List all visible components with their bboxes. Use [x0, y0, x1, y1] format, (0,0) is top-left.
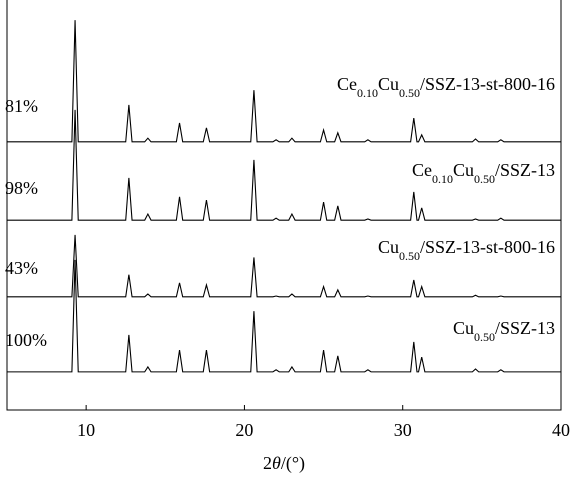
legend-label: Cu0.50/SSZ-13 — [453, 318, 555, 344]
percent-label: 81% — [5, 96, 38, 116]
legend-label: Ce0.10Cu0.50/SSZ-13 — [412, 160, 555, 186]
legend-label: Cu0.50/SSZ-13-st-800-16 — [378, 237, 555, 263]
percent-label: 98% — [5, 178, 38, 198]
legend-label: Ce0.10Cu0.50/SSZ-13-st-800-16 — [337, 74, 555, 100]
pattern-line — [7, 109, 561, 221]
x-tick-label: 40 — [552, 420, 570, 440]
pattern-line — [7, 234, 561, 298]
percent-label: 100% — [5, 330, 47, 350]
x-tick-label: 10 — [77, 420, 95, 440]
percent-label: 43% — [5, 258, 38, 278]
x-axis-label: 2θ/(°) — [263, 453, 305, 474]
x-tick-label: 20 — [235, 420, 253, 440]
pattern-line — [7, 20, 561, 143]
pattern-line — [7, 259, 561, 373]
axis-frame — [6, 0, 562, 411]
x-tick-label: 30 — [394, 420, 412, 440]
